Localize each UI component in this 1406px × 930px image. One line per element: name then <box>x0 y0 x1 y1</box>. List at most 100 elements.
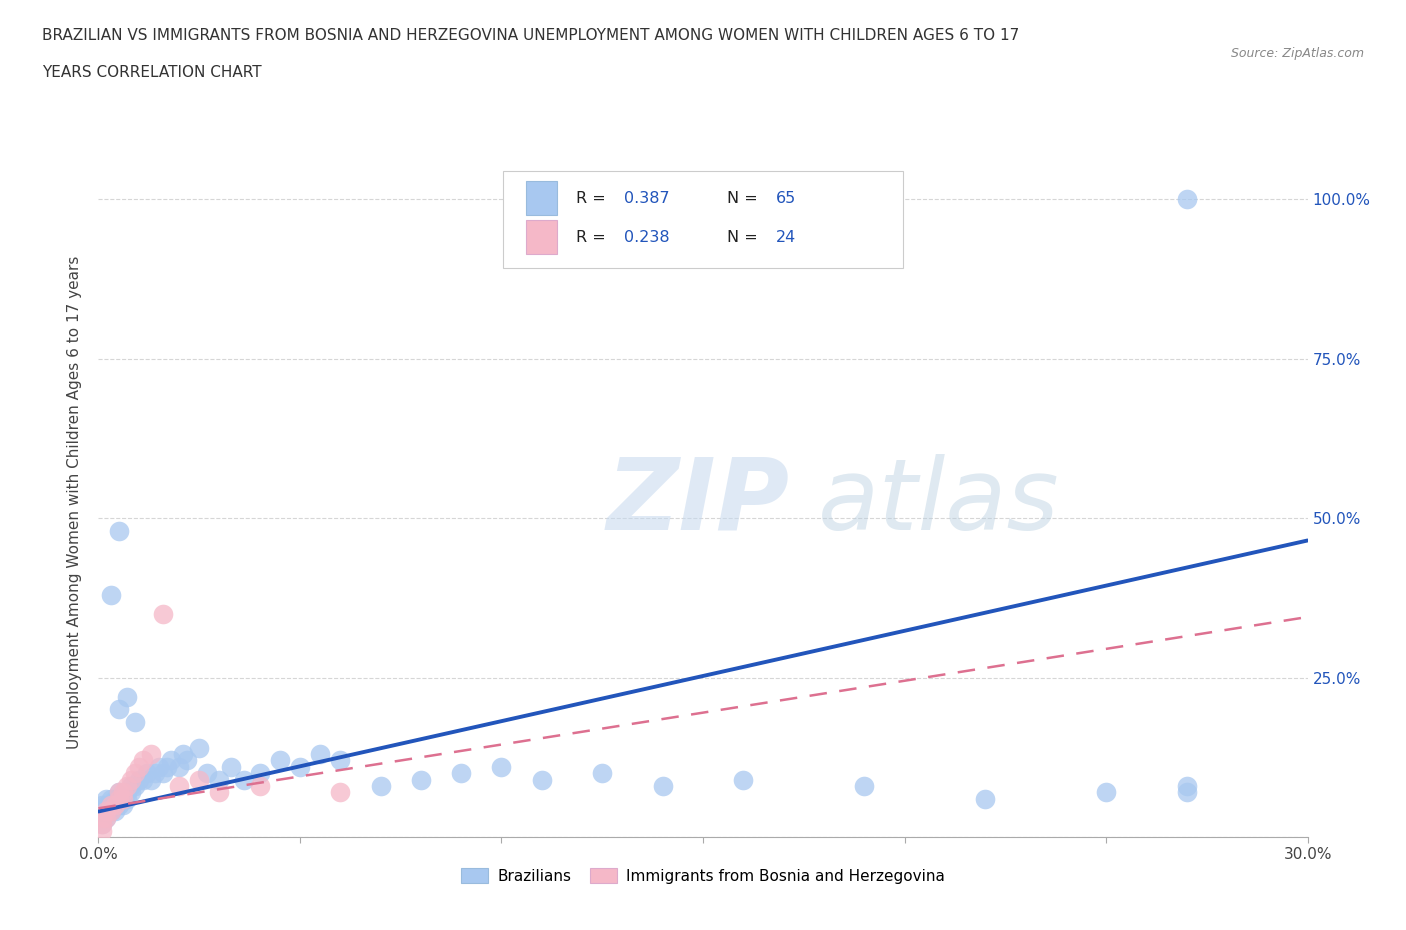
Point <box>124 765 146 780</box>
Text: 0.387: 0.387 <box>624 191 671 206</box>
Text: R =: R = <box>576 230 606 245</box>
Point <box>96 804 118 819</box>
Point <box>100 798 122 813</box>
Point <box>115 778 138 793</box>
FancyBboxPatch shape <box>526 220 557 254</box>
Point <box>91 823 114 838</box>
Text: atlas: atlas <box>818 454 1060 551</box>
Point <box>103 798 125 813</box>
Point <box>135 765 157 780</box>
Point <box>188 740 211 755</box>
Point <box>733 772 755 787</box>
Point <box>139 747 162 762</box>
Point <box>167 778 190 793</box>
Text: Source: ZipAtlas.com: Source: ZipAtlas.com <box>1230 46 1364 60</box>
Point <box>100 798 122 813</box>
Point <box>91 817 114 831</box>
Point <box>107 798 129 813</box>
Point <box>974 791 997 806</box>
Y-axis label: Unemployment Among Women with Children Ages 6 to 17 years: Unemployment Among Women with Children A… <box>67 256 83 749</box>
Point <box>111 791 134 806</box>
Point <box>91 810 114 825</box>
Point <box>96 810 118 825</box>
Point <box>208 785 231 800</box>
Point <box>120 772 142 787</box>
Point <box>120 785 142 800</box>
Point <box>288 760 311 775</box>
Point <box>103 791 125 806</box>
Point <box>249 778 271 793</box>
Point <box>370 778 392 793</box>
Point <box>91 804 114 819</box>
Point <box>450 765 472 780</box>
Point <box>96 804 118 819</box>
Point <box>103 804 125 819</box>
FancyBboxPatch shape <box>526 181 557 215</box>
Text: YEARS CORRELATION CHART: YEARS CORRELATION CHART <box>42 65 262 80</box>
Point <box>128 760 150 775</box>
Point <box>103 798 125 813</box>
Point <box>107 524 129 538</box>
Point <box>491 760 513 775</box>
Point <box>111 791 134 806</box>
Point <box>409 772 432 787</box>
Point <box>591 765 613 780</box>
Point <box>208 772 231 787</box>
Point <box>530 772 553 787</box>
Point <box>269 753 291 768</box>
Point <box>124 778 146 793</box>
Legend: Brazilians, Immigrants from Bosnia and Herzegovina: Brazilians, Immigrants from Bosnia and H… <box>454 861 952 890</box>
FancyBboxPatch shape <box>503 171 903 268</box>
Point <box>172 747 194 762</box>
Point <box>100 804 122 819</box>
Point <box>100 587 122 602</box>
Point <box>91 810 114 825</box>
Point <box>124 715 146 730</box>
Text: N =: N = <box>727 230 758 245</box>
Point <box>156 760 179 775</box>
Point <box>148 760 170 775</box>
Text: 65: 65 <box>776 191 796 206</box>
Point <box>115 689 138 704</box>
Point <box>128 772 150 787</box>
Point <box>329 753 352 768</box>
Point <box>176 753 198 768</box>
Point <box>1095 785 1118 800</box>
Point <box>853 778 876 793</box>
Point <box>152 765 174 780</box>
Point <box>232 772 254 787</box>
Point <box>107 785 129 800</box>
Point <box>115 791 138 806</box>
Point <box>195 765 218 780</box>
Point <box>96 791 118 806</box>
Text: BRAZILIAN VS IMMIGRANTS FROM BOSNIA AND HERZEGOVINA UNEMPLOYMENT AMONG WOMEN WIT: BRAZILIAN VS IMMIGRANTS FROM BOSNIA AND … <box>42 28 1019 43</box>
Point <box>188 772 211 787</box>
Text: N =: N = <box>727 191 758 206</box>
Point <box>91 798 114 813</box>
Point <box>107 791 129 806</box>
Point <box>143 765 166 780</box>
Point <box>96 810 118 825</box>
Text: R =: R = <box>576 191 606 206</box>
Point <box>132 772 155 787</box>
Point <box>167 760 190 775</box>
Point <box>132 753 155 768</box>
Point <box>309 747 332 762</box>
Point <box>107 791 129 806</box>
Point <box>1175 778 1198 793</box>
Point <box>1175 192 1198 206</box>
Point <box>100 804 122 819</box>
Text: 0.238: 0.238 <box>624 230 671 245</box>
Point <box>111 785 134 800</box>
Point <box>249 765 271 780</box>
Point <box>120 778 142 793</box>
Text: 24: 24 <box>776 230 796 245</box>
Text: ZIP: ZIP <box>606 454 789 551</box>
Point <box>1175 785 1198 800</box>
Point <box>111 798 134 813</box>
Point <box>100 791 122 806</box>
Point <box>91 817 114 831</box>
Point <box>115 785 138 800</box>
Point <box>651 778 673 793</box>
Point <box>107 785 129 800</box>
